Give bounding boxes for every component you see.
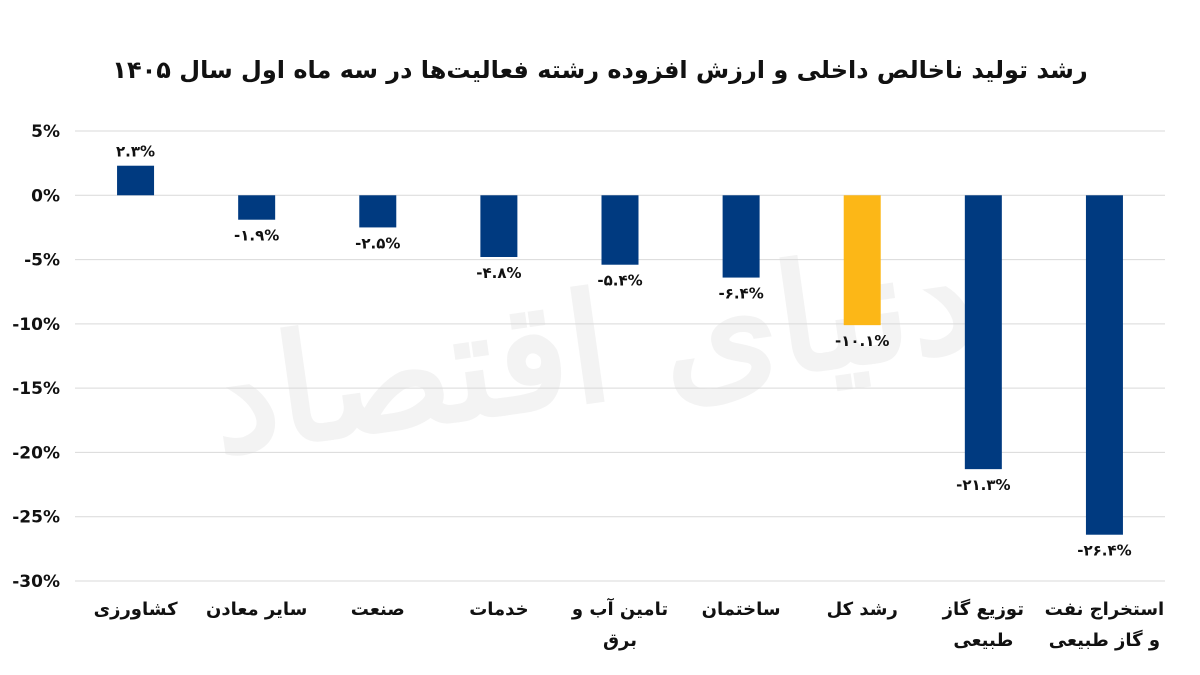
bar (480, 195, 518, 257)
category-label: برق (603, 630, 637, 651)
category-label: کشاورزی (94, 599, 178, 620)
data-labels: ۲.۳% -۱.۹% -۲.۵% -۴.۸% -۵.۴% -۶.۴% -۱۰.۱% -۲۱.۳… (116, 143, 1132, 560)
bar (359, 195, 397, 228)
y-axis-tick-labels: 5% 0% -5% -10% -15% -20% -25% -30% (12, 122, 60, 592)
category-label: سایر معادن (206, 599, 307, 620)
category-label: و گاز طبیعی (1049, 629, 1160, 651)
data-label: ۲.۳% (116, 143, 155, 161)
category-labels: کشاورزی سایر معادن صنعت خدمات تامین آب و برق س… (94, 597, 1165, 651)
y-tick-label: -15% (12, 379, 60, 399)
data-label: -۱.۹% (234, 227, 279, 245)
category-label: ساختمان (702, 599, 781, 620)
chart-title: رشد تولید ناخالص داخلی و ارزش افزوده رشت… (112, 56, 1087, 84)
y-tick-label: 5% (31, 122, 60, 142)
data-label: -۲۱.۳% (956, 476, 1010, 494)
category-label: استخراج نفت (1045, 599, 1165, 620)
category-label: صنعت (351, 599, 405, 620)
y-tick-label: -30% (12, 572, 60, 592)
bar (1085, 195, 1123, 535)
bar (722, 195, 760, 278)
bar (238, 195, 276, 220)
y-tick-label: -5% (24, 251, 60, 271)
bars (117, 165, 1123, 535)
data-label: -۱۰.۱% (835, 332, 889, 350)
bar (601, 195, 639, 265)
category-label: خدمات (469, 599, 528, 620)
category-label: توزیع گاز (942, 598, 1024, 620)
bar (843, 195, 881, 326)
category-label: طبیعی (953, 630, 1013, 651)
data-label: -۴.۸% (476, 264, 521, 282)
data-label: -۶.۴% (718, 285, 763, 303)
y-tick-label: 0% (31, 186, 60, 206)
data-label: -۲۶.۴% (1077, 542, 1131, 560)
y-tick-label: -25% (12, 508, 60, 528)
data-label: -۲.۵% (355, 234, 400, 252)
bar (117, 165, 155, 196)
y-tick-label: -20% (12, 443, 60, 463)
bar (964, 195, 1002, 470)
data-label: -۵.۴% (597, 272, 642, 290)
y-tick-label: -10% (12, 315, 60, 335)
category-label: تامین آب و (571, 597, 668, 620)
category-label: رشد کل (827, 599, 898, 620)
